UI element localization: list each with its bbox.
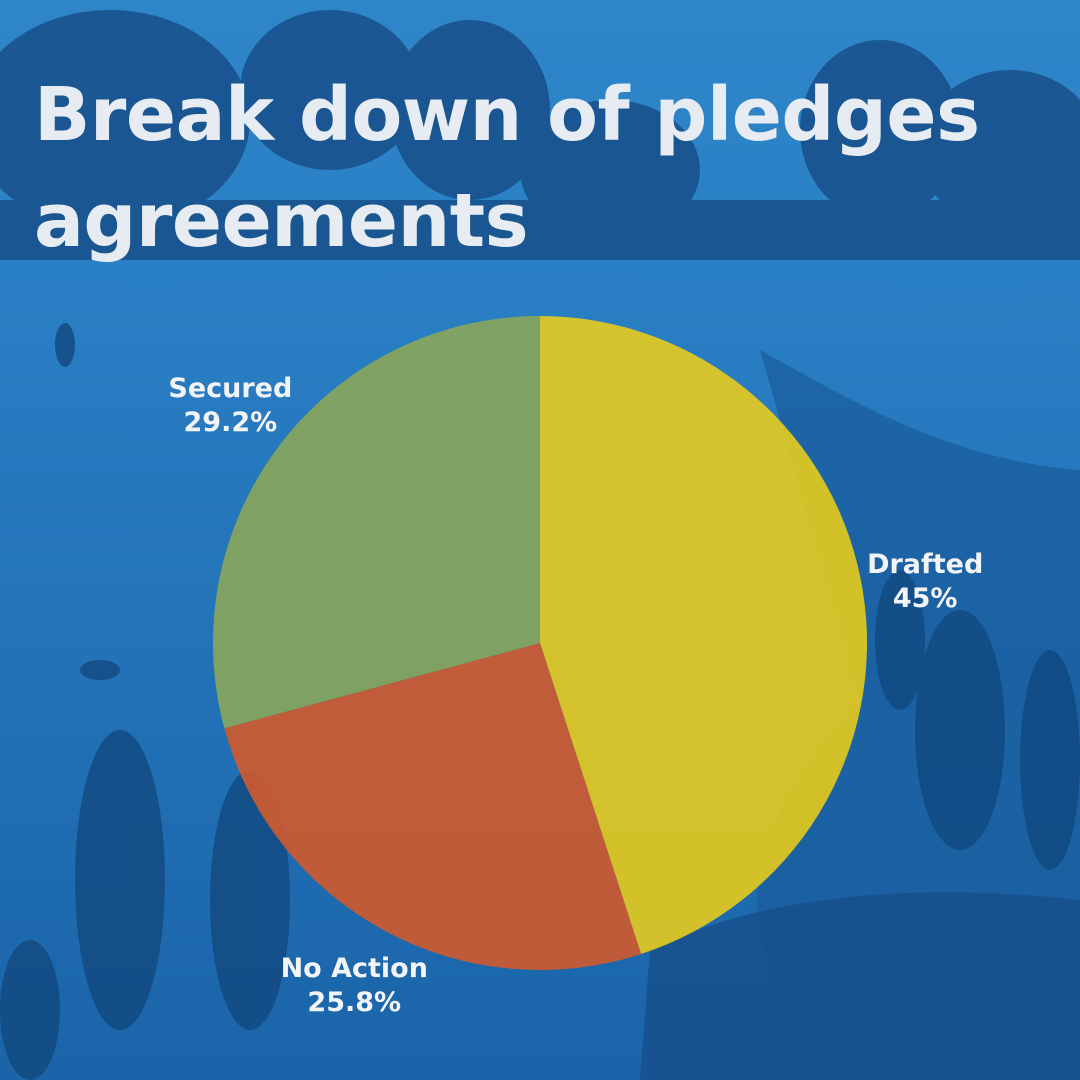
pie-slice-drafted <box>540 316 868 954</box>
pie-label-value: 45% <box>892 582 958 614</box>
pie-slice-no-action <box>224 643 642 970</box>
pie-label-name: Secured <box>168 372 293 404</box>
pie-label-name: No Action <box>280 952 428 984</box>
pie-label-value: 25.8% <box>307 986 402 1018</box>
pie-label-drafted: Drafted 45% <box>867 548 983 616</box>
pie-label-no-action: No Action 25.8% <box>281 952 428 1020</box>
pie-slice-secured <box>213 316 541 729</box>
pie-label-name: Drafted <box>867 548 984 580</box>
pie-label-value: 29.2% <box>183 406 278 438</box>
chart-title: Break down of pledges agreements <box>34 72 980 264</box>
pie-label-secured: Secured 29.2% <box>168 372 292 440</box>
